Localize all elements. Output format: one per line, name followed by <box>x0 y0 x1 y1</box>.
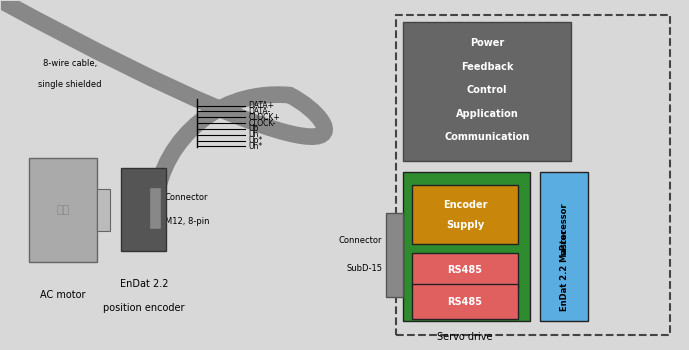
FancyBboxPatch shape <box>386 213 403 296</box>
FancyBboxPatch shape <box>97 189 110 231</box>
Text: RS485: RS485 <box>447 297 482 307</box>
Text: Un: Un <box>249 130 259 139</box>
Text: uProcessor: uProcessor <box>559 203 568 255</box>
FancyBboxPatch shape <box>149 187 161 229</box>
FancyBboxPatch shape <box>412 186 518 244</box>
Text: Feedback: Feedback <box>461 62 513 72</box>
Text: Un*: Un* <box>249 142 263 151</box>
Text: ᗒᗕ: ᗒᗕ <box>56 205 70 215</box>
Text: CLOCK+: CLOCK+ <box>249 113 280 122</box>
Text: DATA+: DATA+ <box>249 101 274 110</box>
Text: Supply: Supply <box>446 220 484 230</box>
FancyBboxPatch shape <box>29 158 97 262</box>
Text: EnDat 2.2: EnDat 2.2 <box>119 279 168 289</box>
Text: Connector: Connector <box>165 193 208 202</box>
Text: position encoder: position encoder <box>103 303 185 314</box>
Text: CLOCK-: CLOCK- <box>249 119 276 127</box>
Text: Control: Control <box>466 85 507 95</box>
Text: Encoder: Encoder <box>442 199 487 210</box>
Text: Servo drive: Servo drive <box>437 332 493 342</box>
Text: Communication: Communication <box>444 133 530 142</box>
Text: Up*: Up* <box>249 136 263 145</box>
Text: M12, 8-pin: M12, 8-pin <box>165 217 209 226</box>
Text: Application: Application <box>455 109 518 119</box>
FancyBboxPatch shape <box>403 172 530 321</box>
Text: AC motor: AC motor <box>41 289 86 300</box>
Text: EnDat 2.2 Master: EnDat 2.2 Master <box>559 230 568 312</box>
Text: RS485: RS485 <box>447 266 482 275</box>
Text: Up: Up <box>249 124 259 133</box>
Text: DATA-: DATA- <box>249 107 271 116</box>
FancyBboxPatch shape <box>412 284 518 319</box>
FancyBboxPatch shape <box>412 253 518 288</box>
Text: single shielded: single shielded <box>39 80 102 89</box>
FancyBboxPatch shape <box>540 172 588 321</box>
Text: Connector: Connector <box>339 237 382 245</box>
Text: Power: Power <box>470 38 504 48</box>
Text: 8-wire cable,: 8-wire cable, <box>43 60 97 68</box>
FancyBboxPatch shape <box>121 168 166 251</box>
Text: SubD-15: SubD-15 <box>347 264 382 273</box>
FancyBboxPatch shape <box>403 22 571 161</box>
